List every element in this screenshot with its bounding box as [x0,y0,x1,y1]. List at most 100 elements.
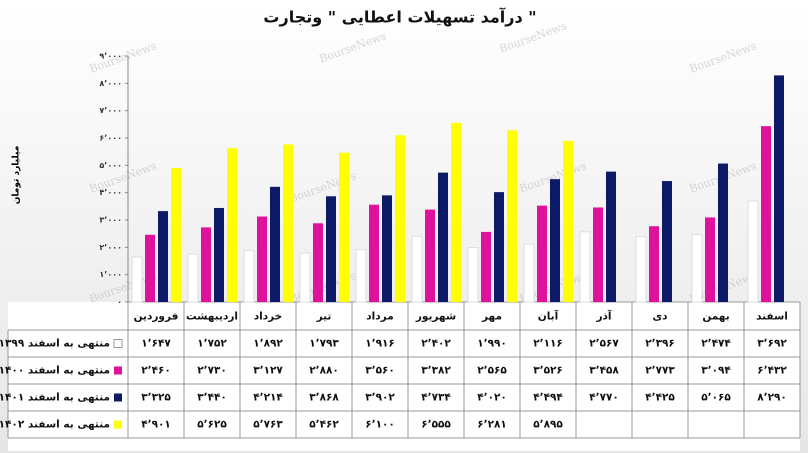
x-tick-label: اردیبهشت [186,311,238,323]
data-label: ۴٬۴۲۵ [645,392,675,404]
data-label: ۵٬۷۶۳ [253,419,283,431]
data-label: ۳٬۳۸۲ [421,365,451,377]
data-label: ۲٬۱۱۶ [533,338,563,350]
x-tick-label: خرداد [254,311,282,323]
data-label: ۴٬۷۳۴ [421,392,451,404]
data-label: ۳٬۳۲۵ [141,392,171,404]
bar [339,152,349,302]
y-tick-label: ۷٬۰۰۰ [99,106,122,115]
data-label: ۱٬۹۱۶ [365,338,395,350]
data-label: ۳٬۸۶۸ [309,392,339,404]
data-label: ۴٬۲۱۴ [253,392,283,404]
bar [467,247,479,303]
table-background [8,302,800,451]
bar [774,75,784,302]
y-axis-label: میلیارد تومان [12,146,22,205]
legend-label: منتهی به اسفند ۱۴۰۱ [0,392,110,404]
chart-title: درآمد تسهیلات اعطایی " وتجارت " [263,7,536,27]
x-tick-label: شهریور [415,311,456,323]
legend-swatch [114,366,122,375]
data-label: ۲٬۷۳۰ [197,365,227,377]
y-tick-label: ۴٬۰۰۰ [99,188,122,197]
bar [649,226,659,302]
bar [481,231,491,302]
y-tick-label: ۰ [117,298,122,307]
bar [171,168,181,302]
x-tick-label: آبان [538,310,559,323]
bar [606,171,616,302]
bar [425,209,435,302]
data-label: ۳٬۵۶۰ [365,365,395,377]
data-label: ۵٬۸۹۵ [533,419,563,431]
bar [270,186,280,302]
bar [537,205,547,302]
bar [635,236,647,303]
y-tick-label: ۲٬۰۰۰ [99,243,122,252]
x-tick-label: تیر [316,311,332,323]
bar [705,217,715,302]
bar [187,253,199,303]
data-label: ۳٬۰۹۴ [701,365,731,377]
data-label: ۲٬۸۸۰ [309,365,339,377]
data-label: ۱٬۶۴۷ [141,338,171,350]
bar [227,148,237,302]
bar [494,192,504,302]
legend-label: منتهی به اسفند ۱۴۰۲ [0,419,110,431]
bar [507,130,517,302]
data-label: ۶٬۱۰۰ [365,419,395,431]
data-label: ۲٬۷۷۳ [645,365,675,377]
x-tick-label: دی [652,311,668,323]
x-tick-label: اسفند [756,311,788,323]
data-label: ۳٬۶۹۲ [757,338,787,350]
data-label: ۶٬۵۵۵ [421,419,451,431]
y-tick-label: ۳٬۰۰۰ [99,216,122,225]
bar [451,122,461,302]
y-tick-label: ۵٬۰۰۰ [99,161,122,170]
data-label: ۲٬۳۹۶ [645,338,675,350]
data-label: ۴٬۰۲۰ [477,392,507,404]
bar [395,135,405,302]
bar [550,179,560,302]
y-tick-label: ۹٬۰۰۰ [99,52,122,61]
bar [131,256,143,303]
data-label: ۱٬۹۹۰ [477,338,507,350]
data-label: ۳٬۱۲۷ [253,365,283,377]
data-label: ۳٬۴۵۸ [589,365,619,377]
y-tick-label: ۶٬۰۰۰ [99,134,122,143]
data-label: ۴٬۴۹۴ [533,392,563,404]
bar [257,216,267,302]
data-label: ۶٬۲۸۱ [477,419,507,431]
data-label: ۲٬۴۷۴ [701,338,731,350]
bar [313,223,323,302]
data-label: ۴٬۹۰۱ [141,419,171,431]
data-label: ۲٬۵۶۵ [477,365,507,377]
bar [579,231,591,303]
y-tick-label: ۸٬۰۰۰ [99,79,122,88]
x-tick-label: مرداد [366,311,393,323]
bar [411,235,423,303]
bar [326,196,336,302]
legend-swatch [114,420,122,429]
data-label: ۴٬۷۷۰ [589,392,619,404]
data-label: ۵٬۶۲۵ [197,419,227,431]
legend-swatch [114,393,122,402]
bar [214,207,224,302]
data-label: ۲٬۴۶۰ [141,365,171,377]
data-label: ۳٬۵۲۶ [533,365,563,377]
data-label: ۶٬۴۳۲ [757,365,787,377]
bar [563,140,573,302]
bar [718,163,728,302]
data-label: ۲٬۴۰۲ [421,338,451,350]
data-label: ۵٬۰۶۵ [701,392,731,404]
y-tick-label: ۱٬۰۰۰ [99,270,122,279]
x-tick-label: فروردین [134,311,179,323]
bar [158,211,168,302]
bar [201,227,211,302]
bar [593,207,603,302]
bar [662,181,672,302]
bar [145,234,155,302]
data-label: ۵٬۴۶۲ [309,419,339,431]
data-label: ۱٬۷۵۲ [197,338,227,350]
bar [761,126,771,302]
